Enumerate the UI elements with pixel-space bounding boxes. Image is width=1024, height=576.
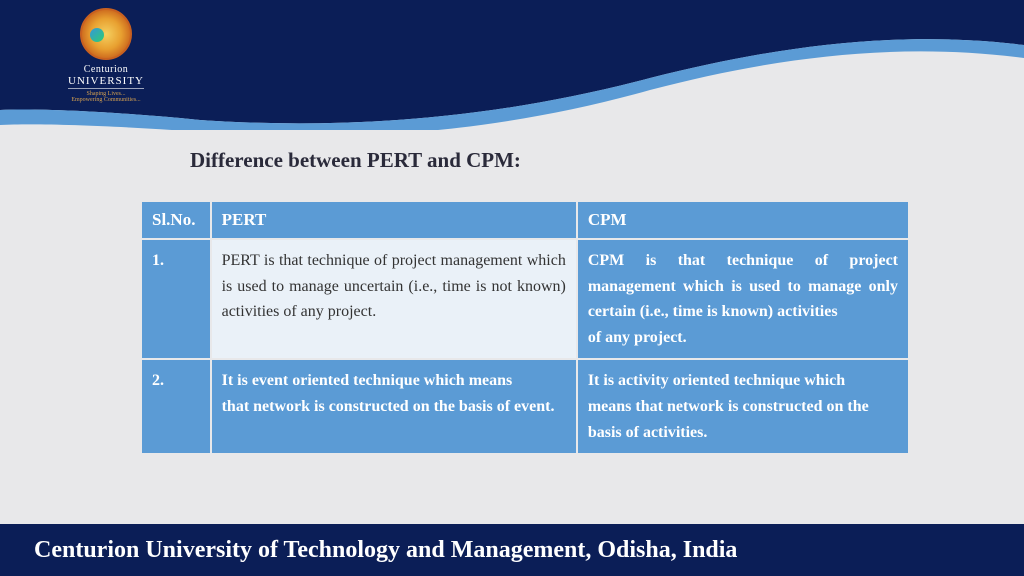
footer-gap <box>0 504 1024 524</box>
logo-name-line1: Centurion <box>68 64 144 75</box>
cell-sl-1: 1. <box>142 240 210 358</box>
table-row: 1. PERT is that technique of project man… <box>142 240 908 358</box>
banner-wave-svg <box>0 0 1024 130</box>
cell-pert-1: PERT is that technique of project manage… <box>212 240 576 358</box>
cell-cpm-2: It is activity oriented technique which … <box>578 360 908 453</box>
slide-title: Difference between PERT and CPM: <box>190 148 521 173</box>
header-banner <box>0 0 1024 130</box>
logo-name-line2: UNIVERSITY <box>68 75 144 89</box>
col-header-pert: PERT <box>212 202 576 238</box>
col-header-slno: Sl.No. <box>142 202 210 238</box>
comparison-table: Sl.No. PERT CPM 1. PERT is that techniqu… <box>140 200 910 455</box>
logo-tagline-2: Empowering Communities... <box>68 97 144 103</box>
footer-bar: Centurion University of Technology and M… <box>0 524 1024 576</box>
col-header-cpm: CPM <box>578 202 908 238</box>
university-logo: Centurion UNIVERSITY Shaping Lives... Em… <box>68 8 144 103</box>
table-row: 2. It is event oriented technique which … <box>142 360 908 453</box>
cell-pert-2: It is event oriented technique which mea… <box>212 360 576 453</box>
footer-text: Centurion University of Technology and M… <box>34 537 737 564</box>
cell-cpm-1: CPM is that technique of project managem… <box>578 240 908 358</box>
table-header-row: Sl.No. PERT CPM <box>142 202 908 238</box>
cell-sl-2: 2. <box>142 360 210 453</box>
logo-emblem-icon <box>80 8 132 60</box>
